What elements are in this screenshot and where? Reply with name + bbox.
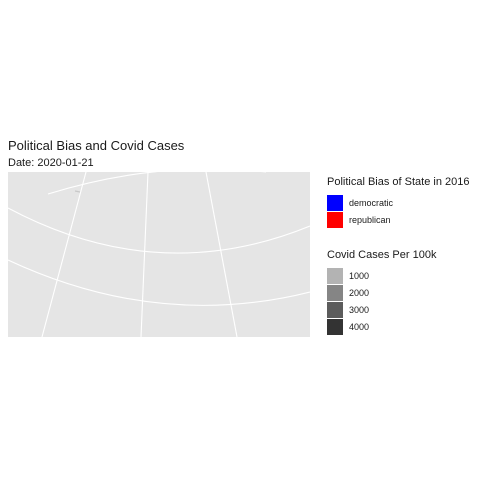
graticule-longitude-3 xyxy=(205,172,238,337)
legend-bias-item: republican xyxy=(327,211,469,228)
legend-bias-swatch xyxy=(327,211,343,228)
graticule-longitude-1 xyxy=(41,172,87,337)
legend-cases-swatch xyxy=(327,301,343,318)
legend-bias-swatch xyxy=(327,194,343,211)
legend-cases-title: Covid Cases Per 100k xyxy=(327,249,437,261)
chart-title: Political Bias and Covid Cases xyxy=(8,138,185,153)
legend-cases-label: 1000 xyxy=(349,270,370,281)
legend-bias-item: democratic xyxy=(327,194,469,211)
legend-cases-label: 2000 xyxy=(349,287,370,298)
graticule-latitude-1 xyxy=(47,172,266,195)
graticule-latitude-2 xyxy=(8,207,310,254)
legend-cases-label: 3000 xyxy=(349,304,370,315)
chart-subtitle: Date: 2020-01-21 xyxy=(8,157,94,169)
map-background xyxy=(8,172,310,337)
legend-cases-item: 2000 xyxy=(327,284,436,301)
legend-cases-item: 3000 xyxy=(327,301,436,318)
legend-political-bias: Political Bias of State in 2016 democrat… xyxy=(327,176,469,228)
legend-cases-swatch xyxy=(327,267,343,284)
graticule-latitude-3 xyxy=(8,259,310,306)
legend-cases-swatch xyxy=(327,284,343,301)
legend-bias-label: democratic xyxy=(349,197,394,208)
legend-bias-title: Political Bias of State in 2016 xyxy=(327,176,470,188)
graticule-longitude-2 xyxy=(140,172,149,337)
map-feature-mark xyxy=(74,190,81,193)
legend-cases-swatch xyxy=(327,318,343,335)
legend-cases-item: 4000 xyxy=(327,318,436,335)
legend-cases-item: 1000 xyxy=(327,267,436,284)
map-panel xyxy=(8,172,310,337)
legend-cases-label: 4000 xyxy=(349,321,370,332)
legend-bias-label: republican xyxy=(349,214,391,225)
legend-covid-cases: Covid Cases Per 100k 1000 2000 3000 4000 xyxy=(327,249,436,335)
